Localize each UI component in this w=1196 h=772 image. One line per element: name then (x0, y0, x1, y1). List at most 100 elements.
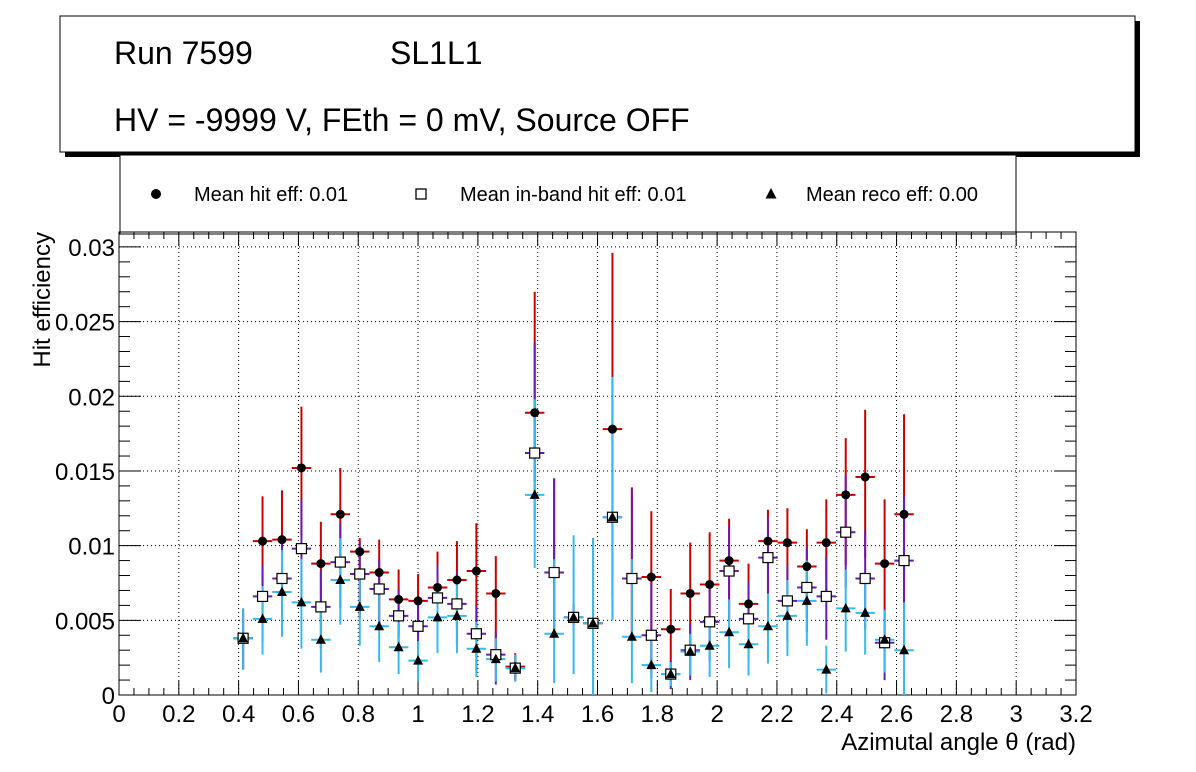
inband-eff-point (470, 628, 482, 640)
hit-eff-point (705, 579, 715, 589)
hit-eff-point (841, 490, 851, 500)
run-label: Run 7599 (114, 35, 253, 71)
x-tick-label: 0.6 (282, 701, 315, 728)
reco-eff-point (665, 668, 676, 679)
hit-eff-point (724, 556, 734, 566)
x-tick-label: 0.2 (162, 701, 195, 728)
hit-eff-point (763, 536, 773, 546)
reco-eff-point (374, 620, 385, 631)
hit-eff-point (802, 562, 812, 572)
hit-eff-point (685, 588, 695, 598)
reco-eff-point (335, 574, 346, 584)
legend-entry-hit: Mean hit eff: 0.01 (194, 184, 348, 206)
hit-eff-point (296, 463, 306, 473)
hit-eff-point (316, 559, 326, 569)
reco-eff-point (626, 631, 637, 641)
reco-eff-point (801, 595, 812, 605)
y-tick-label: 0.01 (68, 534, 115, 561)
hit-eff-point (899, 509, 909, 519)
hit-eff-point (821, 538, 831, 548)
inband-eff-point (431, 592, 444, 604)
reco-eff-point (315, 634, 326, 644)
hit-eff-point (860, 472, 870, 482)
inband-eff-point (820, 590, 832, 603)
inband-eff-point (548, 566, 560, 579)
reco-eff-point (529, 489, 540, 499)
reco-eff-point (471, 643, 482, 653)
hit-eff-point (744, 599, 754, 609)
x-tick-label: 0.4 (222, 701, 255, 728)
hit-eff-point (355, 547, 365, 557)
inband-eff-point (412, 620, 424, 632)
hit-eff-point (530, 408, 540, 418)
hit-eff-point (646, 572, 656, 582)
reco-eff-point (276, 586, 287, 596)
axis-ticks (118, 231, 1077, 696)
x-tick-label: 2.4 (820, 701, 853, 728)
inband-eff-point (704, 616, 716, 628)
inband-eff-point (742, 613, 755, 625)
x-axis-label: Azimutal angle θ (rad) (841, 729, 1076, 756)
inband-eff-point (256, 590, 269, 603)
hit-eff-point (782, 538, 792, 548)
reco-eff-point (646, 659, 657, 670)
x-tick-label: 1.4 (521, 701, 554, 728)
reco-eff-point (568, 611, 579, 622)
reco-eff-point (451, 610, 462, 620)
reco-eff-point (821, 664, 832, 674)
inband-eff-point (762, 551, 774, 564)
x-tick-label: 2.6 (880, 701, 913, 728)
hit-eff-point (258, 536, 268, 546)
inband-eff-point (315, 601, 327, 613)
reco-eff-point (549, 628, 560, 638)
y-tick-label: 0.03 (68, 235, 115, 262)
inband-eff-point (295, 543, 308, 555)
legend-square-marker (415, 188, 427, 200)
inband-eff-point (859, 572, 871, 585)
inband-eff-point (723, 565, 735, 577)
x-tick-labels: 0 0.2 0.4 0.6 0.8 1 1.2 1.4 1.6 1.8 2 2.2 2.4 2.6 2.8 3… (112, 701, 1092, 728)
hit-eff-point (277, 535, 287, 545)
inband-eff-point (334, 556, 346, 568)
x-tick-label: 2.8 (940, 701, 973, 728)
y-axis-label: Hit efficiency (29, 232, 56, 368)
x-tick-label: 1.6 (581, 701, 614, 728)
reco-eff-point (607, 511, 618, 522)
hit-eff-point (452, 575, 462, 585)
x-tick-label: 1 (411, 701, 424, 728)
y-tick-labels: 0 0.005 0.01 0.015 0.02 0.025 0.03 (55, 235, 115, 710)
hit-eff-point (374, 568, 384, 578)
title-box: Run 7599 SL1L1 HV = -9999 V, FEth = 0 mV… (59, 15, 1140, 157)
x-tick-label: 3 (1010, 701, 1023, 728)
inband-eff-point (393, 610, 405, 622)
inband-eff-point (898, 554, 910, 567)
legend-entry-reco: Mean reco eff: 0.00 (806, 184, 978, 206)
reco-eff-point (879, 634, 890, 644)
reco-eff-point (510, 662, 521, 673)
inband-eff-point (451, 598, 463, 610)
x-tick-label: 0 (112, 701, 125, 728)
reco-eff-point (743, 638, 754, 649)
reco-eff-point (685, 646, 696, 656)
inband-eff-point (781, 595, 794, 607)
hit-eff-point (413, 596, 423, 606)
x-tick-label: 2 (710, 701, 723, 728)
inband-eff-point (276, 572, 288, 585)
inband-eff-point (840, 526, 852, 538)
conditions-label: HV = -9999 V, FEth = 0 mV, Source OFF (114, 102, 690, 138)
layer-label: SL1L1 (390, 35, 483, 71)
reco-eff-point (782, 610, 793, 620)
inband-eff-point (354, 568, 366, 580)
legend-triangle-marker (765, 188, 777, 199)
hit-eff-point (491, 588, 501, 598)
hit-eff-point (880, 559, 890, 569)
legend-circle-marker (151, 189, 161, 199)
hit-eff-point (666, 624, 676, 634)
reco-eff-point (413, 655, 424, 665)
legend: Mean hit eff: 0.01 Mean in-band hit eff:… (119, 154, 1017, 235)
y-tick-label: 0.025 (55, 310, 115, 337)
reco-eff-point (860, 607, 871, 617)
hit-eff-point (433, 582, 443, 592)
inband-eff-point (645, 629, 657, 641)
